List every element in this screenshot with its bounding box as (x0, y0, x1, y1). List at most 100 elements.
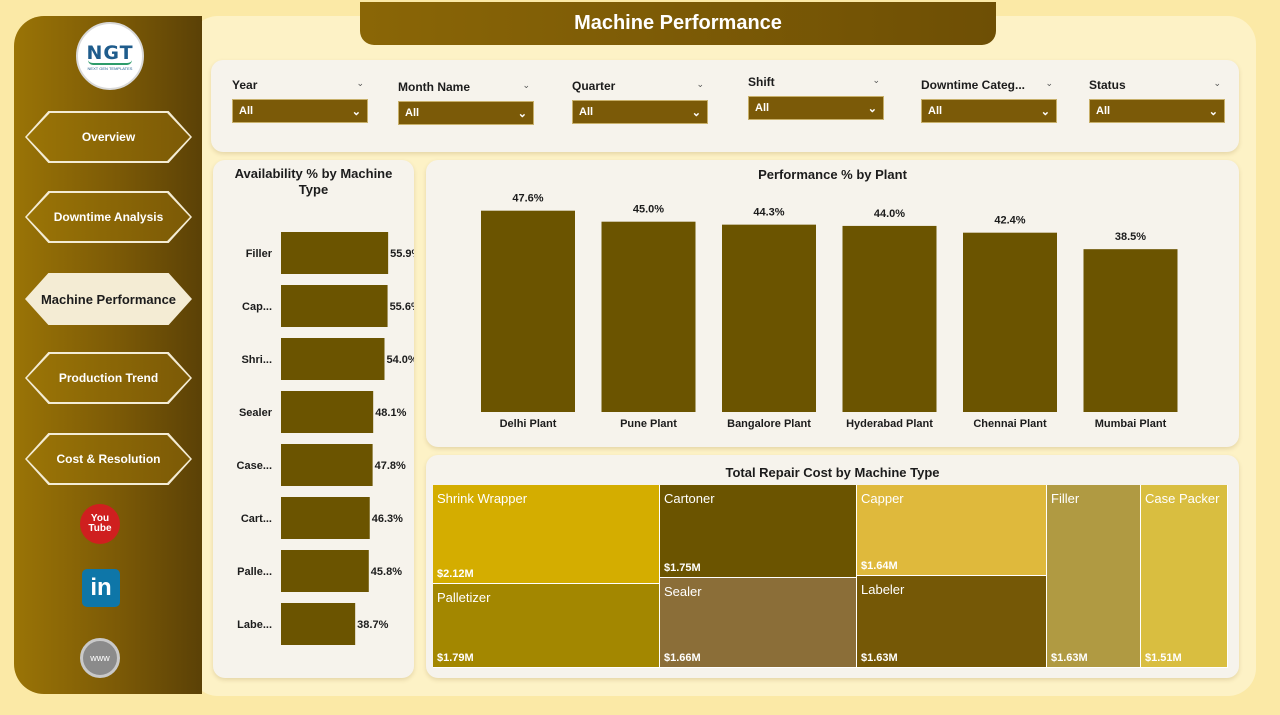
treemap-tile[interactable]: Filler $1.63M (1047, 485, 1141, 668)
availability-bar[interactable] (281, 285, 388, 327)
filter-quarter-value: All (579, 106, 594, 118)
nav-downtime-analysis-label: Downtime Analysis (27, 193, 190, 241)
repair-cost-chart-title: Total Repair Cost by Machine Type (725, 465, 940, 480)
performance-chart: 47.6% Delhi Plant 45.0% Pune Plant 44.3% Bang… (481, 193, 1178, 430)
filter-year-label: Year (232, 78, 258, 92)
performance-category-label: Mumbai Plant (1095, 418, 1167, 430)
nav-downtime-analysis-button[interactable]: Downtime Analysis (25, 191, 192, 243)
availability-bar[interactable] (281, 338, 385, 380)
availability-category-label: Palle... (237, 566, 272, 578)
performance-value-label: 38.5% (1115, 231, 1146, 243)
filter-year-select[interactable]: All ⌄ (232, 99, 368, 123)
globe-icon[interactable]: www (80, 638, 120, 678)
chevron-down-icon: ⌄ (517, 107, 527, 120)
globe-text: www (90, 653, 110, 663)
treemap-tile[interactable]: Shrink Wrapper $2.12M (433, 485, 660, 584)
filter-month-select[interactable]: All ⌄ (398, 101, 534, 125)
treemap-tile-value: $1.75M (664, 562, 701, 574)
performance-bar[interactable] (601, 221, 696, 412)
performance-category-label: Hyderabad Plant (846, 418, 933, 430)
filter-month-label: Month Name (398, 80, 470, 94)
treemap-tile-name: Cartoner (664, 491, 715, 506)
performance-value-label: 45.0% (633, 204, 664, 216)
treemap-tile-name: Palletizer (437, 590, 491, 605)
performance-bar[interactable] (481, 210, 575, 412)
treemap-tile-name: Case Packer (1145, 491, 1220, 506)
filter-shift-label: Shift (748, 75, 775, 89)
availability-bar[interactable] (281, 232, 389, 274)
availability-bar[interactable] (281, 444, 373, 486)
logo-text: NGT (86, 41, 134, 64)
performance-bar[interactable] (842, 225, 937, 412)
youtube-text-1: You (90, 513, 110, 524)
availability-bar[interactable] (281, 603, 356, 645)
youtube-icon[interactable]: You Tube (80, 504, 120, 544)
nav-cost-resolution-label: Cost & Resolution (27, 435, 190, 483)
logo-tagline: NEXT GEN TEMPLATES (87, 65, 133, 71)
filter-month-value: All (405, 107, 420, 119)
chevron-down-icon: ⌄ (351, 105, 361, 118)
chevron-down-icon[interactable]: ⌄ (872, 75, 880, 85)
chevron-down-icon: ⌄ (1208, 105, 1218, 118)
treemap-tile-name: Labeler (861, 582, 905, 597)
logo-swoosh (88, 60, 132, 65)
treemap-tile-name: Capper (861, 491, 904, 506)
performance-category-label: Delhi Plant (500, 418, 557, 430)
treemap-tile-value: $1.63M (861, 652, 898, 664)
treemap-tile[interactable]: Labeler $1.63M (857, 576, 1047, 668)
performance-value-label: 42.4% (994, 215, 1025, 227)
performance-bar[interactable] (722, 224, 816, 412)
filter-year: Year ⌄ All ⌄ (232, 78, 368, 123)
linkedin-icon[interactable]: in (82, 569, 120, 607)
filter-downtime-select[interactable]: All ⌄ (921, 99, 1057, 123)
filter-status: Status ⌄ All ⌄ (1089, 78, 1225, 123)
filter-shift-value: All (755, 102, 770, 114)
filter-downtime-category: Downtime Categ... ⌄ All ⌄ (921, 78, 1057, 123)
filter-shift-select[interactable]: All ⌄ (748, 96, 884, 120)
nav-machine-performance-label: Machine Performance (27, 275, 190, 323)
availability-value-label: 54.0% (387, 354, 415, 366)
filter-status-select[interactable]: All ⌄ (1089, 99, 1225, 123)
performance-bar[interactable] (1083, 249, 1178, 412)
treemap-tile[interactable]: Cartoner $1.75M (660, 485, 857, 578)
linkedin-text: in (90, 574, 112, 601)
chevron-down-icon[interactable]: ⌄ (356, 78, 364, 88)
availability-chart-card: Availability % by Machine Type Filler 55.… (213, 160, 414, 678)
availability-category-label: Cap... (242, 301, 272, 313)
performance-category-label: Chennai Plant (973, 418, 1047, 430)
filter-month-name: Month Name ⌄ All ⌄ (398, 80, 534, 125)
treemap-tile[interactable]: Capper $1.64M (857, 485, 1047, 576)
treemap-tile-value: $1.63M (1051, 652, 1088, 664)
availability-category-label: Case... (237, 460, 272, 472)
filter-quarter-label: Quarter (572, 79, 616, 93)
nav-machine-performance-button[interactable]: Machine Performance (25, 273, 192, 325)
performance-value-label: 47.6% (512, 193, 543, 205)
chevron-down-icon[interactable]: ⌄ (1213, 78, 1221, 88)
availability-chart-title: Availability % by Machine Type (234, 166, 393, 197)
treemap-tile-name: Filler (1051, 491, 1080, 506)
availability-bar[interactable] (281, 550, 369, 592)
nav-overview-button[interactable]: Overview (25, 111, 192, 163)
availability-value-label: 46.3% (372, 513, 403, 525)
filter-quarter-select[interactable]: All ⌄ (572, 100, 708, 124)
treemap-tile[interactable]: Palletizer $1.79M (433, 584, 660, 668)
nav-cost-resolution-button[interactable]: Cost & Resolution (25, 433, 192, 485)
treemap-tile-value: $1.64M (861, 560, 898, 572)
treemap-tile[interactable]: Case Packer $1.51M (1141, 485, 1228, 668)
chevron-down-icon: ⌄ (1040, 105, 1050, 118)
availability-value-label: 55.9% (390, 248, 414, 260)
chevron-down-icon[interactable]: ⌄ (1045, 78, 1053, 88)
performance-chart-title: Performance % by Plant (758, 167, 907, 182)
filter-shift: Shift ⌄ All ⌄ (748, 75, 884, 120)
availability-bar[interactable] (281, 391, 374, 433)
treemap-tile-value: $2.12M (437, 568, 474, 580)
performance-value-label: 44.0% (874, 208, 905, 220)
chevron-down-icon[interactable]: ⌄ (522, 80, 530, 90)
availability-bar[interactable] (281, 497, 370, 539)
chevron-down-icon[interactable]: ⌄ (696, 79, 704, 89)
treemap-tile[interactable]: Sealer $1.66M (660, 578, 857, 668)
treemap-tile-name: Shrink Wrapper (437, 491, 528, 506)
nav-production-trend-button[interactable]: Production Trend (25, 352, 192, 404)
filter-status-label: Status (1089, 78, 1126, 92)
performance-bar[interactable] (963, 232, 1057, 412)
